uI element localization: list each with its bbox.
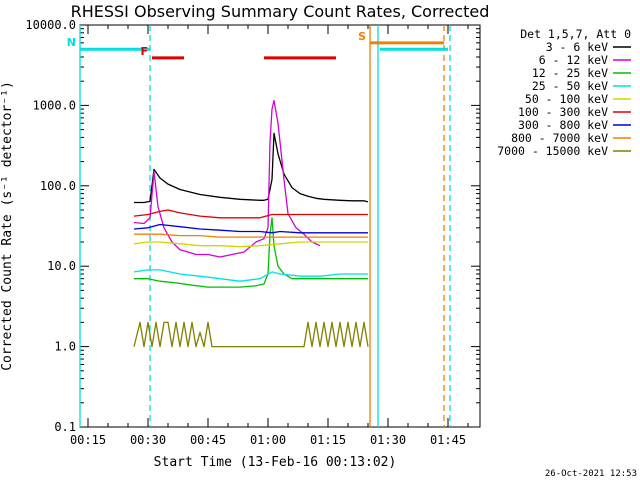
flag-label: N bbox=[67, 36, 76, 49]
legend-entry: 6 - 12 keV bbox=[539, 53, 608, 67]
x-tick-label: 01:15 bbox=[310, 433, 346, 447]
chart-title: RHESSI Observing Summary Count Rates, Co… bbox=[71, 2, 490, 21]
legend-entry: 300 - 800 keV bbox=[518, 118, 608, 132]
series-line bbox=[133, 241, 368, 248]
series-line bbox=[133, 269, 368, 282]
legend-entry: 25 - 50 keV bbox=[532, 79, 608, 93]
legend-entry: 3 - 6 keV bbox=[546, 40, 608, 54]
flag-label: S bbox=[358, 30, 366, 43]
series-line bbox=[133, 223, 368, 234]
y-tick-label: 1000.0 bbox=[33, 98, 76, 112]
legend-title: Det 1,5,7, Att 0 bbox=[520, 27, 631, 41]
legend-entry: 100 - 300 keV bbox=[518, 105, 608, 119]
y-tick-label: 1.0 bbox=[54, 340, 76, 354]
x-tick-label: 01:00 bbox=[250, 433, 286, 447]
x-tick-label: 00:15 bbox=[70, 433, 106, 447]
series-line bbox=[134, 132, 369, 204]
plot-area bbox=[79, 24, 481, 428]
flag-label: F bbox=[140, 45, 148, 58]
legend-entry: 7000 - 15000 keV bbox=[497, 144, 608, 158]
plot-frame bbox=[79, 24, 481, 428]
legend-entry: 12 - 25 keV bbox=[532, 66, 608, 80]
series-line bbox=[133, 321, 369, 348]
series-line bbox=[133, 209, 368, 219]
x-tick-label: 01:45 bbox=[430, 433, 466, 447]
x-tick-label: 00:30 bbox=[130, 433, 166, 447]
y-tick-label: 10.0 bbox=[47, 259, 76, 273]
y-tick-label: 100.0 bbox=[40, 179, 76, 193]
footer-date: 26-Oct-2021 12:53 bbox=[545, 469, 637, 479]
legend-entry: 800 - 7000 keV bbox=[511, 131, 608, 145]
x-tick-label: 00:45 bbox=[190, 433, 226, 447]
legend-entry: 50 - 100 keV bbox=[525, 92, 608, 106]
series-line bbox=[134, 233, 368, 238]
y-tick-label: 10000.0 bbox=[25, 18, 76, 32]
series-line bbox=[133, 99, 321, 258]
series-line bbox=[134, 217, 368, 288]
x-tick-label: 01:30 bbox=[370, 433, 406, 447]
x-axis-label: Start Time (13-Feb-16 00:13:02) bbox=[154, 455, 397, 470]
y-axis-label: Corrected Count Rate (s⁻¹ detector⁻¹) bbox=[0, 81, 15, 371]
y-tick-label: 0.1 bbox=[54, 420, 76, 434]
